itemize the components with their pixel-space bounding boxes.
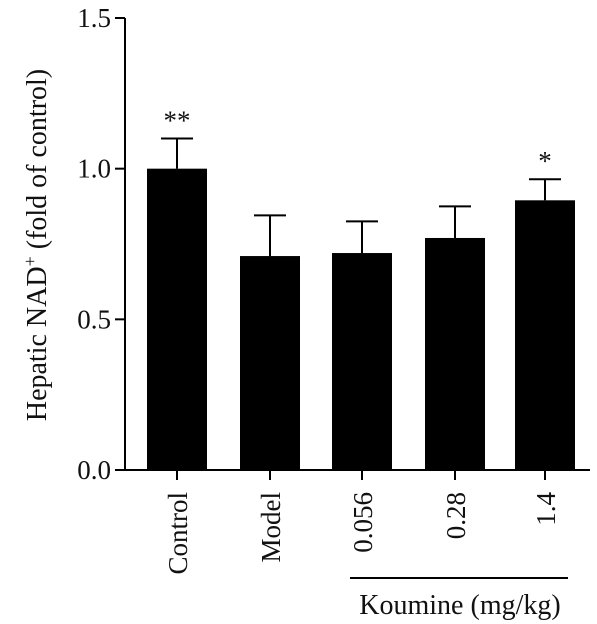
bar — [147, 168, 207, 470]
bars: *** — [147, 106, 575, 470]
x-tick-label: Model — [256, 492, 286, 563]
y-axis-title-superscript: + — [20, 256, 40, 266]
y-tick-label: 1.0 — [77, 154, 111, 184]
y-axis-title-main: Hepatic NAD — [22, 266, 53, 421]
x-tick-label: Control — [163, 492, 193, 575]
bar — [240, 256, 300, 470]
group-label: Koumine (mg/kg) — [359, 590, 560, 621]
bar — [515, 200, 575, 470]
significance-marker: ** — [164, 106, 191, 136]
y-tick-label: 0.0 — [77, 455, 111, 485]
y-axis: 0.0 0.5 1.0 1.5 — [77, 3, 126, 485]
x-tick-label: 0.056 — [348, 492, 378, 553]
y-axis-title-tail: (fold of control) — [22, 69, 53, 256]
x-tick-label: 1.4 — [531, 492, 561, 526]
x-axis: Control Model 0.056 0.28 1.4 — [125, 469, 590, 575]
x-tick-label: 0.28 — [441, 492, 471, 539]
bar — [332, 253, 392, 470]
y-tick-label: 1.5 — [77, 3, 111, 33]
y-tick-label: 0.5 — [77, 304, 111, 334]
y-axis-title: Hepatic NAD+ (fold of control) — [20, 69, 53, 421]
bar — [425, 237, 485, 470]
significance-marker: * — [538, 146, 552, 176]
